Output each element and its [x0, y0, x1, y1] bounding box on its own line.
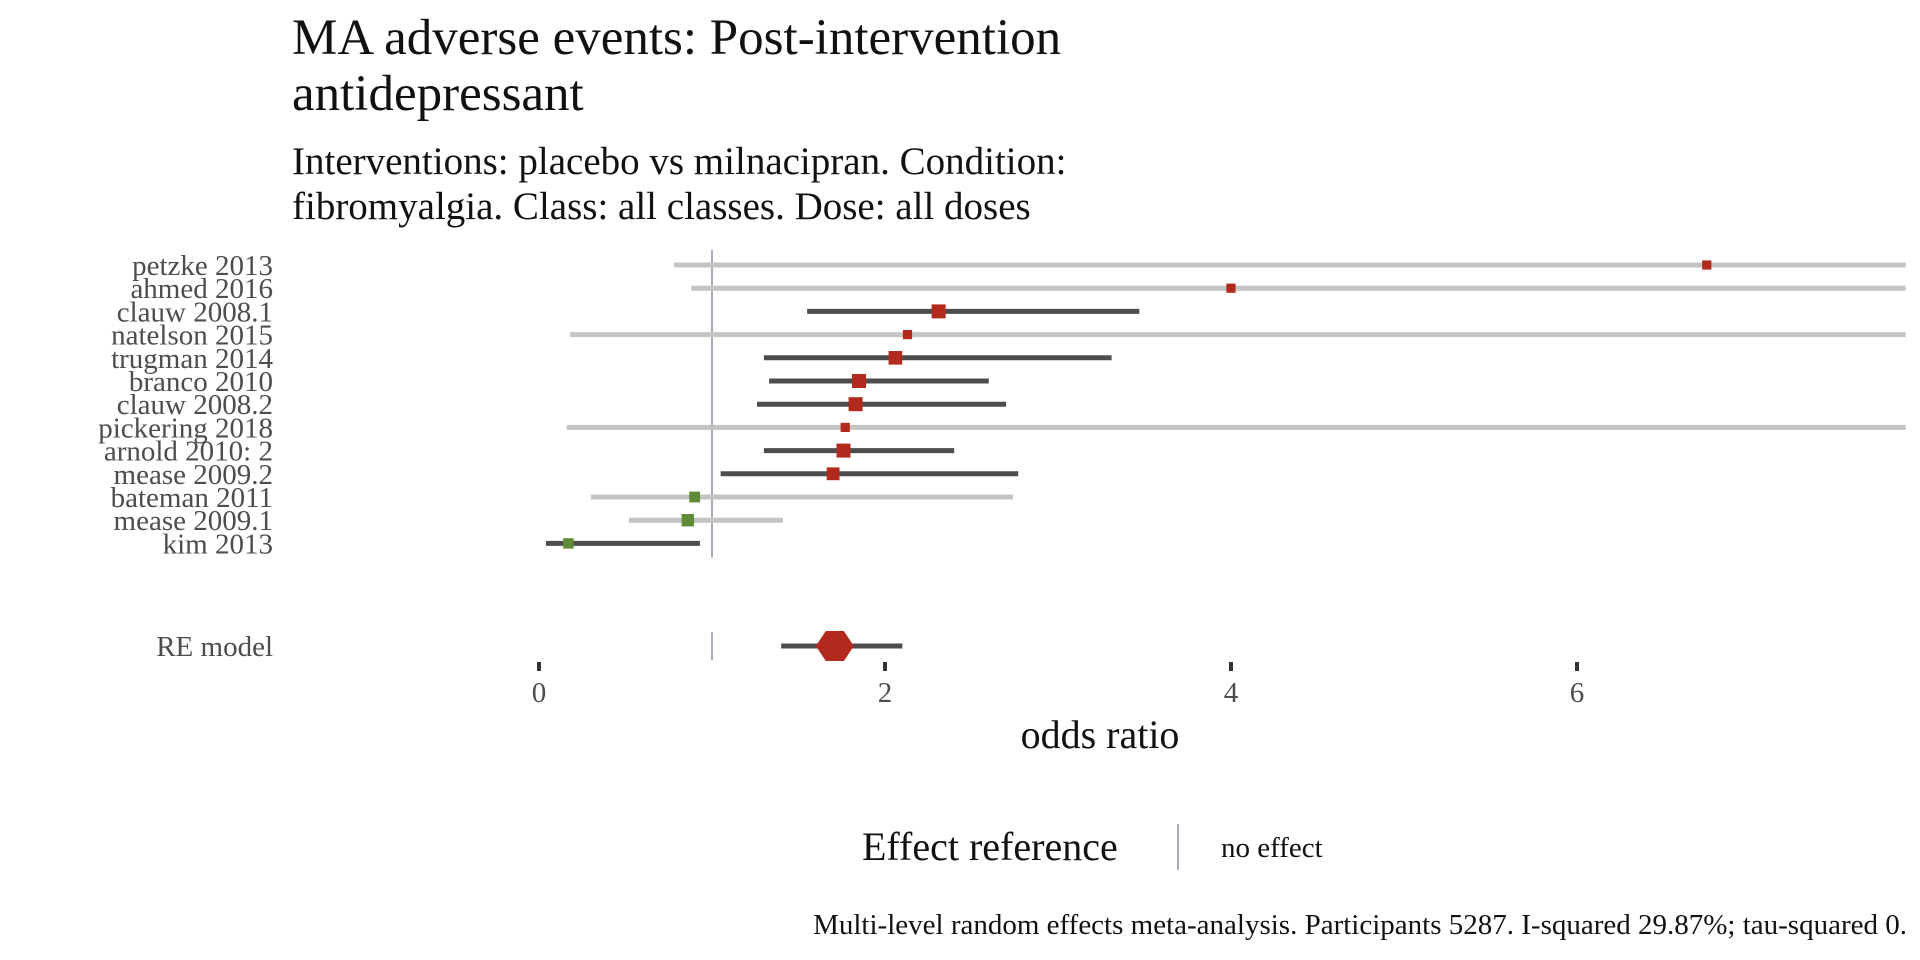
x-tick-label: 0: [532, 677, 547, 709]
study-label: pickering 2018: [98, 412, 273, 444]
study-row: clauw 2008.1: [117, 296, 1140, 328]
study-label: trugman 2014: [111, 343, 273, 375]
legend-title: Effect reference: [862, 824, 1118, 869]
study-label: mease 2009.1: [114, 505, 273, 537]
study-label: branco 2010: [129, 366, 273, 398]
chart-title-line-1: MA adverse events: Post-intervention: [292, 10, 1061, 66]
point-estimate: [840, 422, 850, 432]
point-estimate: [852, 374, 867, 388]
study-label: arnold 2010: 2: [104, 436, 273, 468]
study-row: branco 2010: [129, 366, 989, 398]
study-label: petzke 2013: [132, 250, 273, 282]
study-row: trugman 2014: [111, 343, 1112, 375]
chart-subtitle-line-2: fibromyalgia. Class: all classes. Dose: …: [292, 185, 1031, 228]
x-axis-title: odds ratio: [1021, 712, 1180, 757]
summary-row: RE model: [156, 631, 903, 663]
point-estimate: [848, 397, 863, 412]
study-row: mease 2009.1: [114, 505, 783, 537]
summary-estimate-diamond: [815, 631, 854, 661]
study-row: ahmed 2016: [130, 273, 1906, 305]
point-estimate: [836, 443, 851, 458]
study-label: clauw 2008.1: [117, 296, 273, 328]
study-label: clauw 2008.2: [117, 389, 273, 421]
study-label: mease 2009.2: [114, 459, 273, 491]
point-estimate: [931, 304, 946, 319]
study-label: kim 2013: [163, 528, 273, 560]
legend-label-no-effect: no effect: [1221, 832, 1323, 864]
x-tick-label: 4: [1224, 677, 1239, 709]
study-label: ahmed 2016: [130, 273, 273, 305]
point-estimate: [1702, 260, 1712, 270]
study-label: bateman 2011: [111, 482, 273, 514]
point-estimate: [681, 514, 694, 527]
x-tick-label: 2: [878, 677, 893, 709]
point-estimate: [1226, 283, 1236, 293]
legend: Effect reference no effect: [862, 824, 1323, 870]
chart-caption: Multi-level random effects meta-analysis…: [813, 909, 1907, 941]
study-label: natelson 2015: [111, 320, 273, 352]
point-estimate: [826, 467, 840, 481]
point-estimate: [888, 351, 903, 365]
study-row: natelson 2015: [111, 320, 1906, 352]
x-tick-label: 6: [1570, 677, 1585, 709]
study-row: petzke 2013: [132, 250, 1906, 282]
study-row: kim 2013: [163, 528, 700, 560]
chart-subtitle-line-1: Interventions: placebo vs milnacipran. C…: [292, 140, 1066, 183]
point-estimate: [563, 538, 574, 549]
point-estimate: [689, 491, 701, 503]
study-row: arnold 2010: 2: [104, 436, 955, 468]
study-row: mease 2009.2: [114, 459, 1019, 491]
summary-label: RE model: [156, 631, 273, 663]
point-estimate: [902, 330, 913, 340]
study-row: pickering 2018: [98, 412, 1906, 444]
study-row: clauw 2008.2: [117, 389, 1007, 421]
chart-title-line-2: antidepressant: [292, 66, 584, 122]
study-row: bateman 2011: [111, 482, 1014, 514]
